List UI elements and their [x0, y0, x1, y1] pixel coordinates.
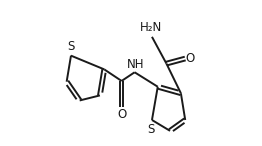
Text: H₂N: H₂N — [140, 21, 162, 34]
Text: O: O — [186, 52, 195, 65]
Text: S: S — [67, 40, 75, 53]
Text: S: S — [148, 123, 155, 136]
Text: NH: NH — [127, 58, 144, 71]
Text: O: O — [117, 108, 126, 121]
